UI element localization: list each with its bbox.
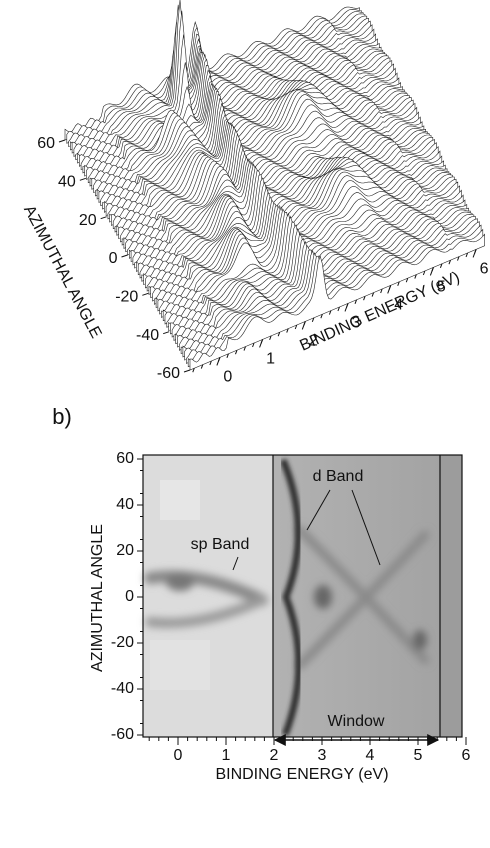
tick-mark	[79, 177, 86, 181]
y-tick-label: -60	[157, 365, 180, 382]
x-tick-label: 3	[318, 747, 327, 764]
minor-tick	[269, 335, 272, 340]
waterfall-surface	[64, 0, 485, 371]
x-tick-label: 0	[174, 747, 183, 764]
minor-tick	[363, 296, 366, 301]
annotation-line	[232, 556, 239, 571]
minor-tick	[217, 357, 221, 362]
minor-tick	[388, 285, 392, 290]
minor-tick	[252, 342, 255, 348]
annotation-line	[351, 489, 381, 566]
minor-tick	[414, 274, 417, 279]
y-tick-label: -40	[136, 327, 159, 344]
minor-tick	[346, 303, 349, 308]
tick-mark	[58, 139, 66, 143]
y-tick-label: -60	[111, 726, 134, 743]
y-tick-label: 0	[109, 250, 118, 267]
y-tick-label: 40	[116, 496, 134, 513]
minor-tick	[439, 263, 443, 268]
x-axis-label: BINDING ENERGY (eV)	[215, 766, 388, 783]
y-tick-label: 60	[37, 135, 55, 152]
x-tick-label: 6	[480, 261, 489, 278]
annotation: sp Band	[191, 536, 250, 553]
minor-tick	[277, 332, 281, 337]
x-tick-label: 2	[309, 333, 318, 350]
minor-tick	[320, 314, 323, 319]
surface-line	[189, 233, 485, 371]
minor-tick	[286, 328, 289, 333]
minor-tick	[397, 281, 400, 286]
y-tick-label: 20	[79, 212, 97, 229]
minor-tick	[431, 267, 434, 272]
panel-label: b)	[52, 404, 72, 429]
y-tick-label: 60	[116, 450, 134, 467]
annotation: d Band	[313, 468, 364, 485]
y-axis-label: AZIMUTHAL ANGLE	[89, 524, 106, 672]
minor-tick	[422, 270, 426, 276]
minor-tick	[328, 310, 332, 315]
x-tick-label: 0	[223, 369, 232, 386]
x-tick-label: 1	[266, 351, 275, 368]
x-tick-label: 4	[366, 747, 375, 764]
x-tick-label: 3	[352, 315, 361, 332]
minor-tick	[457, 256, 460, 261]
minor-tick	[311, 317, 315, 322]
x-tick-label: 5	[414, 747, 423, 764]
minor-tick	[371, 292, 375, 297]
minor-tick	[243, 346, 246, 351]
x-tick-label: 6	[462, 747, 471, 764]
minor-tick	[200, 364, 204, 369]
minor-tick	[465, 252, 469, 258]
y-tick-label: 0	[125, 588, 134, 605]
minor-tick	[294, 324, 298, 330]
minor-tick	[474, 249, 477, 254]
minor-tick	[226, 353, 229, 358]
tick-mark	[121, 254, 128, 258]
minor-tick	[235, 350, 238, 355]
x-tick-label: 4	[394, 297, 403, 314]
minor-tick	[380, 288, 383, 294]
minor-tick	[260, 339, 264, 344]
tick-mark	[142, 292, 149, 296]
y-tick-label: -20	[111, 634, 134, 651]
x-tick-label: 2	[270, 747, 279, 764]
minor-tick	[192, 368, 195, 373]
x-tick-label: 1	[222, 747, 231, 764]
minor-tick	[209, 360, 212, 366]
tick-mark	[100, 216, 107, 220]
tick-mark	[183, 369, 191, 373]
tick-mark	[163, 331, 170, 335]
x-tick-label: 5	[437, 279, 446, 296]
minor-tick	[405, 278, 409, 283]
y-tick-label: -40	[111, 680, 134, 697]
intensity-map	[142, 454, 463, 738]
annotation-line	[306, 489, 331, 531]
minor-tick	[337, 306, 340, 312]
minor-tick	[448, 260, 451, 265]
minor-tick	[354, 299, 357, 304]
y-tick-label: 20	[116, 542, 134, 559]
y-tick-label: -20	[115, 289, 138, 306]
y-tick-label: 40	[58, 174, 76, 191]
minor-tick	[303, 321, 306, 326]
annotation: Window	[328, 713, 385, 730]
